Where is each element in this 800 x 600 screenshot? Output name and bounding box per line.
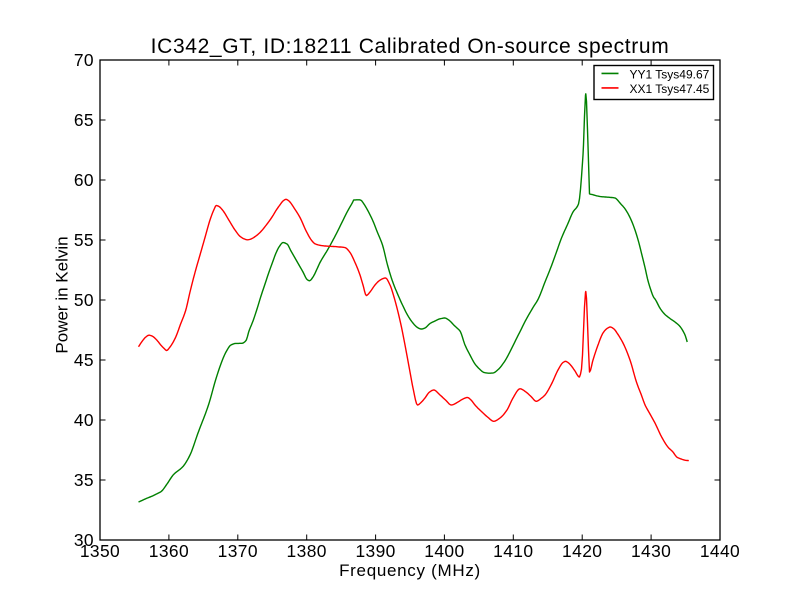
- svg-text:1440: 1440: [700, 541, 740, 561]
- svg-text:1360: 1360: [149, 541, 189, 561]
- svg-text:45: 45: [74, 350, 94, 370]
- svg-text:1430: 1430: [631, 541, 671, 561]
- svg-text:1400: 1400: [424, 541, 464, 561]
- svg-text:30: 30: [74, 530, 94, 550]
- svg-text:XX1 Tsys47.45: XX1 Tsys47.45: [630, 82, 710, 96]
- svg-text:1350: 1350: [80, 541, 120, 561]
- svg-text:1370: 1370: [218, 541, 258, 561]
- svg-text:1420: 1420: [562, 541, 602, 561]
- svg-text:55: 55: [74, 230, 94, 250]
- svg-text:35: 35: [74, 470, 94, 490]
- svg-text:Frequency (MHz): Frequency (MHz): [339, 561, 481, 580]
- svg-text:50: 50: [74, 290, 94, 310]
- svg-text:1390: 1390: [355, 541, 395, 561]
- svg-text:60: 60: [74, 170, 94, 190]
- svg-text:1380: 1380: [287, 541, 327, 561]
- svg-text:Power in Kelvin: Power in Kelvin: [53, 236, 72, 353]
- svg-text:YY1 Tsys49.67: YY1 Tsys49.67: [630, 67, 710, 81]
- svg-text:65: 65: [74, 110, 94, 130]
- svg-text:40: 40: [74, 410, 94, 430]
- svg-text:70: 70: [74, 50, 94, 70]
- svg-text:IC342_GT, ID:18211 Calibrated: IC342_GT, ID:18211 Calibrated On-source …: [151, 35, 670, 58]
- svg-text:1410: 1410: [493, 541, 533, 561]
